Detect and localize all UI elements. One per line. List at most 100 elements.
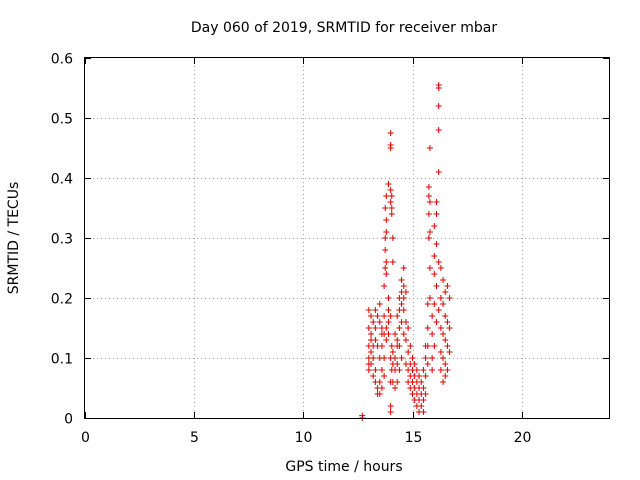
data-point: [359, 412, 366, 419]
data-point: [382, 265, 389, 271]
y-tick-label: 0.3: [51, 232, 73, 248]
data-point: [429, 313, 436, 319]
y-tick-label: 0.1: [51, 352, 73, 368]
data-point: [420, 385, 427, 391]
x-tick-label: 20: [514, 430, 532, 446]
y-axis-label: SRMTID / TECUs: [6, 182, 22, 295]
data-point: [392, 385, 399, 391]
data-point: [376, 319, 383, 325]
data-point: [435, 169, 442, 175]
data-point: [407, 343, 414, 349]
data-point: [435, 259, 442, 265]
data-point: [413, 367, 420, 373]
y-tick-label: 0.2: [51, 292, 73, 308]
data-point: [435, 85, 442, 91]
data-point: [381, 373, 388, 379]
data-point: [394, 379, 401, 385]
data-point: [422, 391, 429, 397]
data-point: [431, 343, 438, 349]
data-point: [383, 229, 390, 235]
y-tick-label: 0.4: [51, 172, 73, 188]
data-point: [394, 337, 401, 343]
data-point: [422, 373, 429, 379]
data-point: [440, 301, 447, 307]
data-point: [368, 361, 375, 367]
data-point: [437, 325, 444, 331]
data-point: [433, 283, 440, 289]
data-point: [396, 343, 403, 349]
data-point: [383, 271, 390, 277]
data-point: [370, 373, 377, 379]
data-point: [370, 355, 377, 361]
data-point: [382, 235, 389, 241]
data-point: [398, 277, 405, 283]
data-point: [437, 295, 444, 301]
grid: [85, 58, 609, 418]
data-point: [396, 367, 403, 373]
data-point: [387, 199, 394, 205]
data-point: [411, 361, 418, 367]
data-point: [435, 127, 442, 133]
data-point: [426, 265, 433, 271]
data-point: [431, 271, 438, 277]
data-point: [387, 130, 394, 136]
data-point: [425, 211, 432, 217]
data-point: [418, 379, 425, 385]
x-tick-label: 5: [190, 430, 199, 446]
data-point: [388, 205, 395, 211]
data-point: [424, 301, 431, 307]
data-point: [392, 331, 399, 337]
data-point: [378, 367, 385, 373]
data-point: [426, 199, 433, 205]
data-point: [444, 319, 451, 325]
data-point: [389, 259, 396, 265]
data-point: [376, 391, 383, 397]
data-point: [392, 355, 399, 361]
data-point: [385, 181, 392, 187]
data-point: [402, 337, 409, 343]
data-point: [437, 265, 444, 271]
data-point: [442, 313, 449, 319]
data-point: [381, 355, 388, 361]
data-point: [368, 349, 375, 355]
data-point: [372, 307, 379, 313]
data-point: [370, 319, 377, 325]
data-point: [446, 349, 453, 355]
data-point: [444, 343, 451, 349]
data-point: [429, 331, 436, 337]
data-point: [422, 355, 429, 361]
chart-title: Day 060 of 2019, SRMTID for receiver mba…: [191, 20, 498, 36]
y-tick-label: 0.5: [51, 112, 73, 128]
data-point: [387, 187, 394, 193]
data-point: [365, 367, 372, 373]
data-point: [383, 325, 390, 331]
data-point: [405, 349, 412, 355]
data-point: [389, 235, 396, 241]
data-points: [359, 82, 453, 421]
data-point: [442, 361, 449, 367]
data-point: [372, 325, 379, 331]
data-point: [444, 367, 451, 373]
data-point: [437, 349, 444, 355]
data-point: [433, 211, 440, 217]
data-point: [394, 313, 401, 319]
data-point: [378, 343, 385, 349]
data-point: [442, 373, 449, 379]
data-point: [433, 241, 440, 247]
data-point: [365, 325, 372, 331]
y-tick-label: 0.6: [51, 52, 73, 68]
data-point: [383, 217, 390, 223]
data-point: [394, 361, 401, 367]
data-point: [387, 409, 394, 415]
data-point: [400, 331, 407, 337]
data-point: [368, 313, 375, 319]
data-point: [400, 295, 407, 301]
data-point: [440, 379, 447, 385]
data-point: [385, 331, 392, 337]
data-point: [388, 343, 395, 349]
data-point: [365, 307, 372, 313]
data-point: [426, 145, 433, 151]
data-point: [382, 205, 389, 211]
data-point: [398, 355, 405, 361]
